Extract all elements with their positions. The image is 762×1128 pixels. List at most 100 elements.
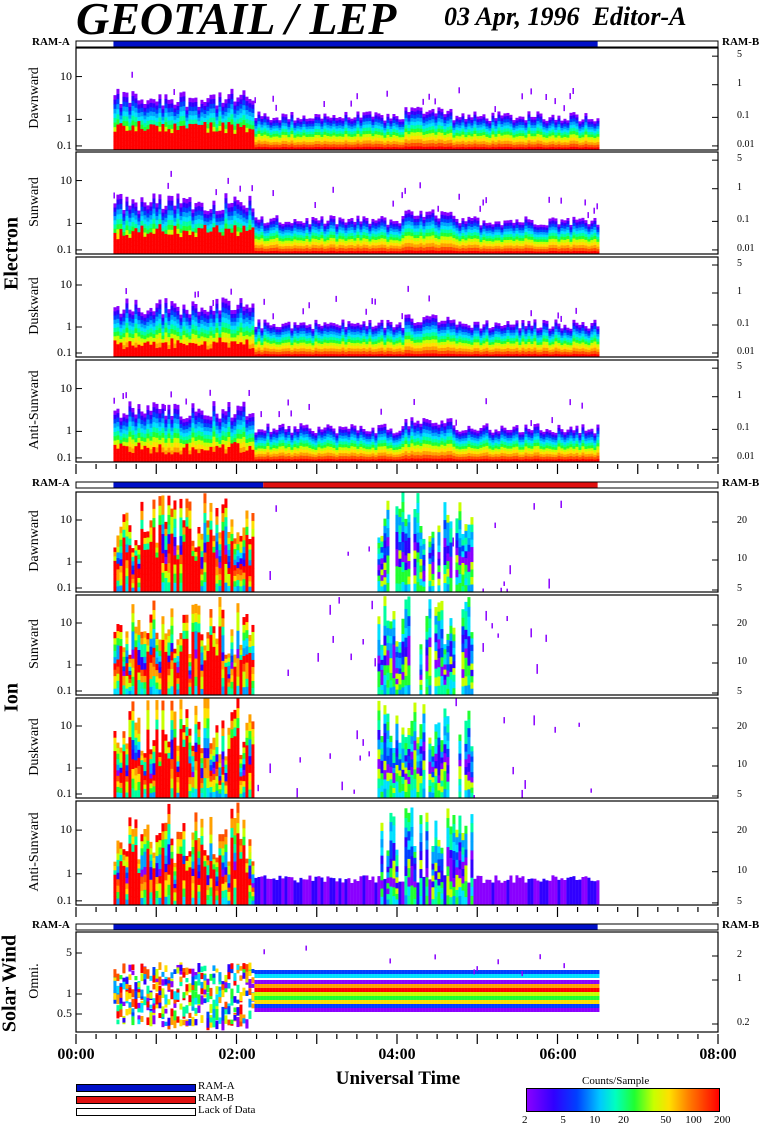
y-tick-label: 1: [66, 760, 72, 774]
y-right-tick-label: 0.01: [737, 242, 755, 254]
colorbar-tick-label: 100: [685, 1114, 702, 1126]
y-tick-label: 0.1: [57, 137, 72, 152]
panel-label-e2: Sunward: [27, 177, 42, 227]
y-right-tick-label: 0.1: [737, 110, 750, 122]
mode-bar-label-right: RAM-B: [722, 919, 760, 931]
y-right-tick-label: 1: [737, 973, 742, 984]
x-tick-label: 06:00: [539, 1046, 577, 1063]
colorbar-tick-label: 50: [660, 1114, 672, 1126]
time-ticks-solar-wind: [75, 1034, 719, 1044]
y-right-tick-label: 5: [737, 258, 742, 269]
y-right-tick-label: 5: [737, 49, 742, 61]
colorbar-tick-label: 2: [522, 1114, 528, 1126]
y-right-tick-label: 10: [737, 656, 747, 667]
y-tick-label: 1: [66, 986, 72, 1000]
y-right-tick-label: 0.1: [737, 422, 750, 434]
y-right-tick-label: 0.01: [737, 138, 755, 150]
x-tick-label: 08:00: [699, 1046, 737, 1063]
colorbar-title: Counts/Sample: [582, 1075, 650, 1087]
x-axis-label: Universal Time: [335, 1068, 461, 1089]
y-tick-label: 1: [66, 423, 72, 438]
panel-i3: [75, 697, 719, 799]
y-right-tick-label: 2: [737, 949, 742, 960]
y-right-tick-label: 20: [737, 618, 747, 629]
time-ticks-ion: [75, 907, 719, 917]
mode-bar-label-left: RAM-A: [32, 477, 70, 489]
y-right-tick-label: 1: [737, 389, 742, 401]
y-tick-label: 10: [60, 277, 72, 291]
colorbar-tick-label: 20: [618, 1114, 629, 1126]
legend-label-lack-of-data: Lack of Data: [198, 1104, 256, 1116]
panel-e3: [75, 256, 719, 358]
y-tick-label: 0.5: [57, 1006, 72, 1020]
panel-label-e3: Duskward: [27, 277, 42, 335]
colorbar-tick-label: 200: [714, 1114, 731, 1126]
y-tick-label: 0.1: [57, 241, 72, 256]
colorbar-tick-label: 5: [560, 1114, 566, 1126]
y-tick-label: 0.1: [57, 345, 72, 359]
x-tick-label: 02:00: [218, 1046, 256, 1063]
mode-bar-label-right: RAM-B: [722, 477, 760, 489]
y-right-tick-label: 1: [737, 286, 742, 297]
chart-date: 03 Apr, 1996 Editor-A: [444, 2, 687, 31]
y-right-tick-label: 5: [737, 583, 742, 594]
y-tick-label: 5: [66, 945, 72, 959]
legend-label-ram-b: RAM-B: [198, 1092, 235, 1104]
y-right-tick-label: 5: [737, 895, 742, 907]
panel-i2: [75, 594, 719, 696]
y-right-tick-label: 10: [737, 553, 747, 564]
y-tick-label: 0.1: [57, 892, 72, 907]
y-tick-label: 1: [66, 865, 72, 880]
legend-swatch-ram-a: [76, 1084, 196, 1092]
y-tick-label: 0.1: [57, 786, 72, 800]
y-right-tick-label: 20: [737, 825, 747, 837]
y-right-tick-label: 0.1: [737, 214, 750, 226]
mode-bar-ion: [75, 481, 719, 489]
legend-swatch-ram-b: [76, 1096, 196, 1104]
panel-label-e1: Dawnward: [27, 67, 42, 129]
y-right-tick-label: 0.1: [737, 318, 750, 329]
y-right-tick-label: 5: [737, 686, 742, 697]
panel-label-e4: Anti-Sunward: [27, 370, 42, 450]
y-right-tick-label: 20: [737, 515, 747, 526]
panel-e2: [75, 151, 719, 255]
panel-label-i3: Duskward: [27, 718, 42, 776]
y-tick-label: 0.1: [57, 683, 72, 697]
y-tick-label: 1: [66, 111, 72, 126]
y-right-tick-label: 20: [737, 721, 747, 732]
mode-bar-solar-wind: [75, 923, 719, 931]
y-tick-label: 10: [60, 615, 72, 629]
mode-bar-label-right: RAM-B: [722, 36, 760, 48]
y-tick-label: 10: [60, 512, 72, 526]
y-right-tick-label: 1: [737, 181, 742, 193]
y-tick-label: 10: [60, 822, 72, 837]
y-tick-label: 10: [60, 68, 72, 83]
chart-title: GEOTAIL / LEP: [76, 0, 397, 44]
y-right-tick-label: 5: [737, 361, 742, 373]
panel-i4: [75, 800, 719, 906]
legend-label-ram-a: RAM-A: [198, 1080, 235, 1092]
time-ticks-electron: [75, 464, 719, 474]
colorbar-tick-label: 10: [589, 1114, 601, 1126]
panel-e4: [75, 359, 719, 463]
y-tick-label: 10: [60, 380, 72, 395]
y-right-tick-label: 0.01: [737, 450, 755, 462]
y-right-tick-label: 10: [737, 864, 747, 876]
mode-bar-label-left: RAM-A: [32, 919, 70, 931]
y-tick-label: 1: [66, 319, 72, 333]
panel-label-i1: Dawnward: [27, 510, 42, 572]
y-right-tick-label: 5: [737, 153, 742, 165]
panel-e1: [75, 47, 719, 151]
y-tick-label: 10: [60, 718, 72, 732]
y-right-tick-label: 0.01: [737, 346, 755, 357]
y-tick-label: 0.1: [57, 449, 72, 464]
legend-swatch-lack-of-data: [76, 1108, 196, 1116]
panel-s1: [75, 931, 719, 1033]
y-tick-label: 1: [66, 215, 72, 230]
x-tick-label: 04:00: [378, 1046, 416, 1063]
panel-i1: [75, 491, 719, 593]
y-tick-label: 1: [66, 554, 72, 568]
y-right-tick-label: 10: [737, 759, 747, 770]
y-tick-label: 10: [60, 172, 72, 187]
